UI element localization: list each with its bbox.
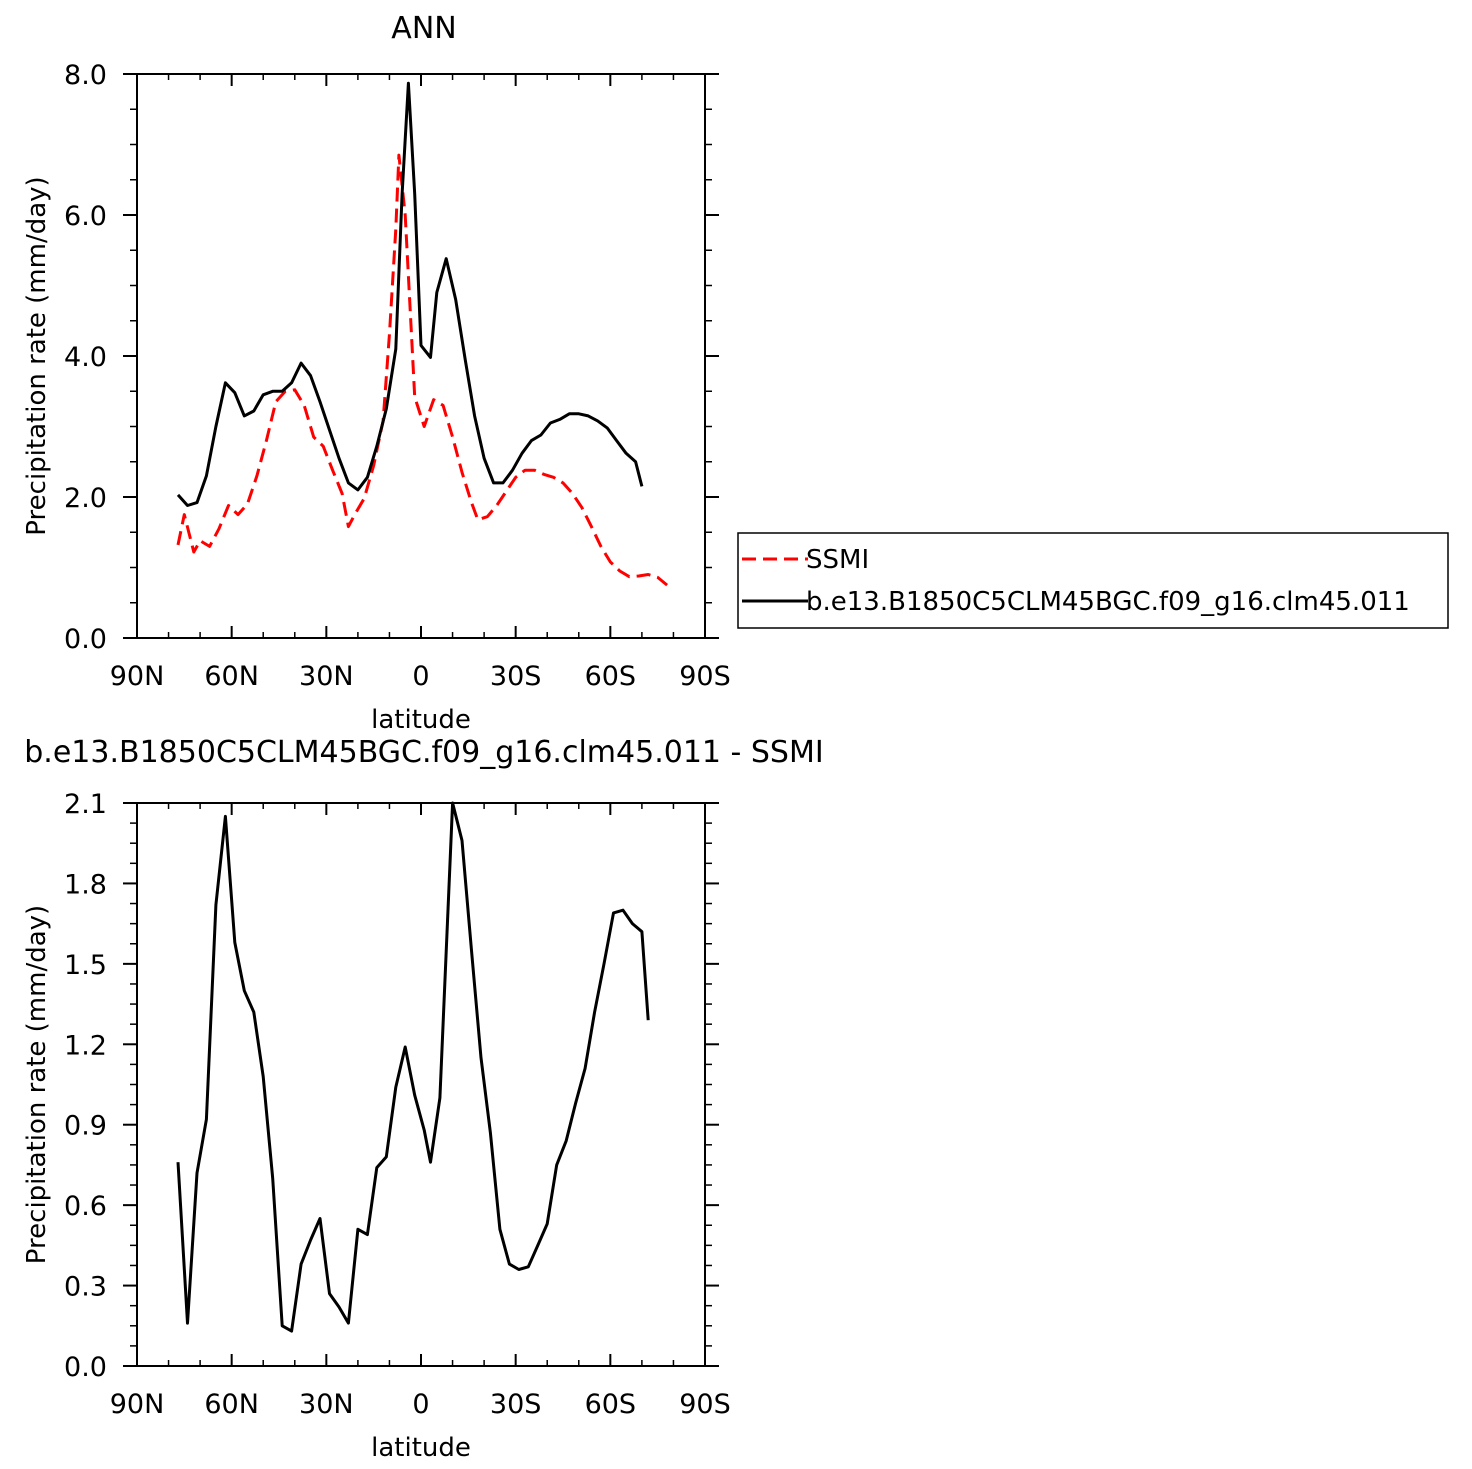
series-line-0-1 [176, 81, 644, 507]
series-line-1-0 [176, 801, 650, 1333]
chart-title: b.e13.B1850C5CLM45BGC.f09_g16.clm45.011 … [24, 735, 823, 770]
y-tick-label: 6.0 [64, 201, 107, 232]
y-tick-label: 8.0 [64, 60, 107, 91]
y-tick-label: 0.0 [64, 1352, 107, 1383]
x-tick-label: 0 [412, 1389, 429, 1420]
x-tick-label: 30S [490, 1389, 542, 1420]
x-tick-label: 90N [110, 1389, 165, 1420]
plot-frame [136, 73, 706, 639]
y-tick-label: 0.9 [64, 1111, 107, 1142]
legend-label: b.e13.B1850C5CLM45BGC.f09_g16.clm45.011 [806, 587, 1410, 617]
y-tick-label: 1.8 [64, 869, 107, 900]
legend-label: SSMI [806, 545, 869, 575]
y-tick-label: 2.0 [64, 483, 107, 514]
x-tick-label: 60N [204, 1389, 259, 1420]
y-tick-label: 0.3 [64, 1272, 107, 1303]
y-tick-label: 1.2 [64, 1030, 107, 1061]
x-tick-label: 0 [412, 661, 429, 692]
x-axis-title: latitude [371, 705, 471, 735]
x-tick-label: 60S [585, 661, 637, 692]
chart-title: ANN [391, 11, 456, 46]
x-tick-label: 30S [490, 661, 542, 692]
y-axis-title: Precipitation rate (mm/day) [22, 905, 52, 1264]
x-tick-label: 30N [299, 661, 354, 692]
y-tick-label: 2.1 [64, 789, 107, 820]
legend-box [737, 532, 1449, 629]
x-tick-label: 90N [110, 661, 165, 692]
x-tick-label: 90S [679, 661, 731, 692]
x-tick-label: 90S [679, 1389, 731, 1420]
x-axis-title: latitude [371, 1433, 471, 1463]
y-tick-label: 1.5 [64, 950, 107, 981]
y-tick-label: 4.0 [64, 342, 107, 373]
series-line-0-0 [176, 153, 669, 587]
panel-top: ANN 90N 60N 30N 0 30S 60S 90S 0.0 2.0 4.0 6.0 8.0 lat… [22, 11, 1449, 735]
legend: SSMI b.e13.B1850C5CLM45BGC.f09_g16.clm45.… [737, 532, 1449, 629]
panel-bottom: b.e13.B1850C5CLM45BGC.f09_g16.clm45.011 … [22, 735, 824, 1463]
plot-frame [136, 802, 706, 1367]
x-tick-label: 60S [585, 1389, 637, 1420]
x-tick-label: 30N [299, 1389, 354, 1420]
x-tick-label: 60N [204, 661, 259, 692]
y-axis-title: Precipitation rate (mm/day) [22, 176, 52, 535]
y-tick-label: 0.6 [64, 1191, 107, 1222]
y-tick-label: 0.0 [64, 624, 107, 655]
